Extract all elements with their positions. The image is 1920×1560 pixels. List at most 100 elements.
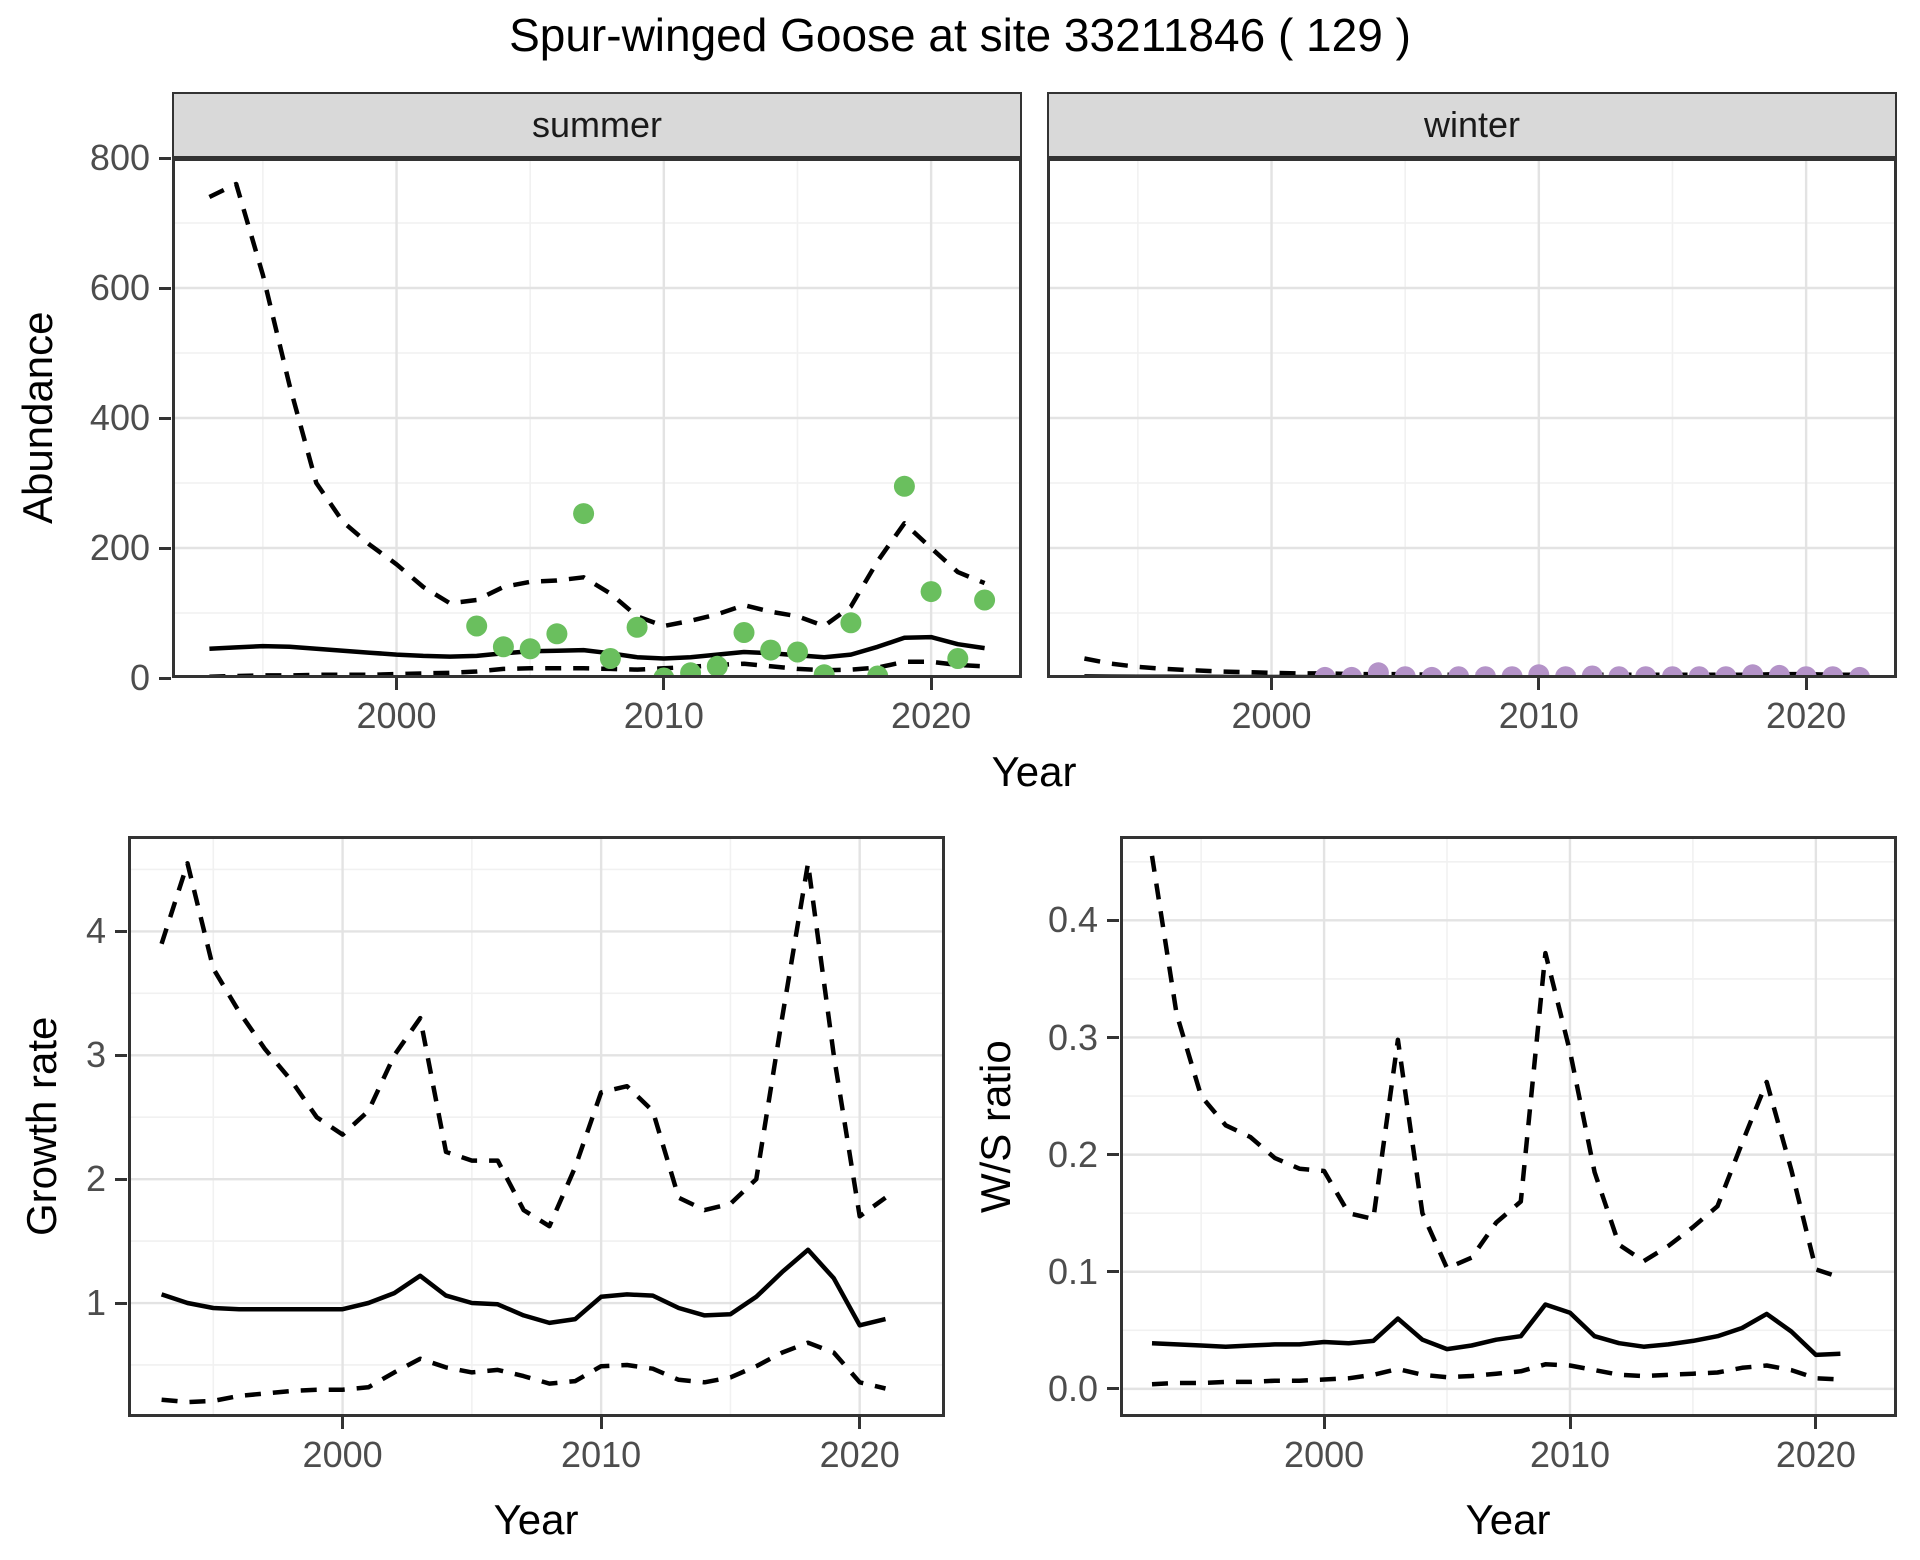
data-point — [1768, 664, 1790, 678]
y-tick-mark — [159, 676, 171, 680]
data-point — [1367, 662, 1389, 678]
upper-ci-line — [208, 181, 986, 629]
facet-strip-summer: summer — [172, 92, 1022, 158]
x-axis-title-year-bottom-left: Year — [493, 1496, 579, 1543]
data-point — [626, 616, 648, 638]
x-tick-label: 2010 — [1529, 1434, 1611, 1475]
y-tick-mark — [1107, 1153, 1119, 1157]
data-point — [867, 665, 889, 678]
x-tick-label: 2020 — [1766, 695, 1847, 736]
y-tick-mark — [1107, 918, 1119, 922]
y-tick-label: 0.4 — [1047, 899, 1098, 941]
y-tick-mark — [159, 546, 171, 550]
data-point — [920, 581, 942, 603]
data-point — [947, 648, 969, 669]
y-tick-label: 400 — [89, 397, 150, 438]
y-tick-label: 800 — [89, 137, 150, 178]
y-tick-mark — [159, 156, 171, 160]
x-tick-label: 2000 — [356, 695, 437, 736]
y-tick-label: 0.0 — [1047, 1367, 1098, 1409]
x-tick-label: 2000 — [1231, 695, 1312, 736]
data-point — [813, 664, 835, 678]
lower-ci-line — [161, 1340, 887, 1405]
x-axis-title-year-bottom-right: Year — [1465, 1496, 1551, 1543]
y-tick-mark — [115, 1177, 127, 1181]
x-tick-mark — [662, 678, 666, 690]
y-tick-mark — [159, 416, 171, 420]
x-tick-mark — [1814, 1417, 1818, 1429]
y-tick-mark — [1107, 1270, 1119, 1274]
x-tick-mark — [1322, 1417, 1326, 1429]
plot-panel-growth — [128, 836, 945, 1417]
data-point — [893, 475, 915, 497]
x-tick-mark — [1568, 1417, 1572, 1429]
y-tick-mark — [115, 929, 127, 933]
data-point — [1581, 665, 1603, 678]
facet-strip-winter: winter — [1047, 92, 1897, 158]
y-tick-mark — [159, 286, 171, 290]
x-tick-mark — [929, 678, 933, 690]
data-point — [466, 615, 488, 637]
plot-panel-summer — [172, 158, 1022, 678]
gridlines — [128, 836, 945, 1417]
y-tick-label: 2 — [85, 1158, 106, 1200]
x-tick-mark — [1537, 678, 1541, 690]
gridlines — [1120, 836, 1897, 1417]
y-tick-label: 0.3 — [1047, 1016, 1098, 1058]
upper-ci-line — [159, 861, 887, 1229]
mean-fit-line — [209, 634, 985, 661]
data-point — [573, 503, 595, 525]
data-point — [680, 662, 702, 678]
data-point — [599, 648, 621, 669]
lower-ci-line — [1151, 1362, 1841, 1387]
x-tick-mark — [341, 1417, 345, 1429]
x-tick-label: 2010 — [623, 695, 704, 736]
x-tick-label: 2010 — [1498, 695, 1579, 736]
data-point — [546, 623, 568, 645]
data-point — [974, 589, 996, 611]
facet-strip-summer-label: summer — [531, 104, 662, 145]
upper-ci-line — [1149, 855, 1842, 1280]
plot-panel-winter — [1047, 158, 1897, 678]
gridlines — [1047, 158, 1897, 678]
y-tick-label: 1 — [85, 1282, 106, 1323]
x-tick-mark — [395, 678, 398, 690]
observed-count-points — [466, 475, 996, 678]
data-point — [733, 622, 755, 643]
x-tick-mark — [858, 1417, 862, 1429]
chart-title: Spur-winged Goose at site 33211846 ( 129… — [509, 9, 1411, 61]
y-tick-mark — [115, 1301, 127, 1305]
data-point — [1742, 664, 1764, 678]
x-tick-mark — [599, 1417, 603, 1429]
y-tick-mark — [115, 1053, 127, 1057]
y-tick-label: 0.2 — [1047, 1133, 1098, 1175]
data-point — [760, 639, 782, 661]
x-tick-label: 2000 — [302, 1434, 383, 1475]
x-tick-mark — [1804, 678, 1808, 690]
x-axis-title-year-top: Year — [991, 748, 1077, 795]
data-point — [706, 655, 728, 677]
facet-strip-winter-label: winter — [1423, 104, 1521, 145]
x-tick-label: 2020 — [1775, 1434, 1856, 1475]
y-tick-label: 4 — [85, 910, 106, 952]
mean-fit-line — [160, 1247, 887, 1328]
x-tick-label: 2020 — [819, 1434, 900, 1475]
data-point — [519, 638, 541, 660]
plot-panel-ws — [1120, 836, 1897, 1417]
data-point — [1528, 664, 1550, 678]
y-tick-mark — [1107, 1387, 1119, 1391]
x-tick-label: 2010 — [561, 1434, 642, 1475]
y-tick-label: 0.1 — [1047, 1250, 1098, 1292]
y-tick-label: 200 — [89, 527, 150, 568]
data-point — [840, 612, 862, 634]
y-tick-label: 600 — [89, 267, 150, 308]
lower-ci-line — [209, 659, 985, 678]
data-point — [787, 641, 808, 663]
x-tick-label: 2000 — [1284, 1434, 1365, 1475]
y-tick-mark — [1107, 1036, 1119, 1039]
x-tick-label: 2020 — [891, 695, 972, 736]
y-tick-label: 0 — [129, 657, 150, 698]
mean-fit-line — [1151, 1302, 1841, 1358]
data-point — [492, 636, 514, 658]
